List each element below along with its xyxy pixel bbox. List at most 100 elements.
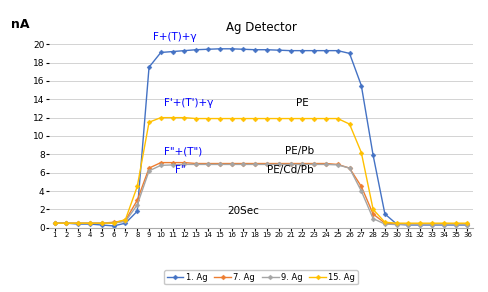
1. Ag: [394, 222, 400, 226]
1. Ag: [205, 48, 211, 51]
15. Ag: [276, 117, 282, 120]
7. Ag: [170, 161, 176, 164]
9. Ag: [205, 163, 211, 166]
Text: F"+(T"): F"+(T"): [164, 146, 203, 156]
1. Ag: [134, 209, 140, 213]
1. Ag: [99, 223, 105, 227]
Line: 9. Ag: 9. Ag: [53, 163, 469, 226]
Title: Ag Detector: Ag Detector: [225, 21, 297, 34]
9. Ag: [276, 163, 282, 166]
7. Ag: [217, 162, 223, 165]
1. Ag: [170, 50, 176, 53]
15. Ag: [158, 116, 164, 119]
7. Ag: [75, 221, 81, 225]
Text: F+(T)+γ: F+(T)+γ: [153, 32, 196, 42]
1. Ag: [300, 49, 305, 52]
15. Ag: [252, 117, 258, 120]
1. Ag: [217, 47, 223, 51]
9. Ag: [252, 163, 258, 166]
7. Ag: [453, 222, 459, 226]
9. Ag: [193, 163, 199, 166]
Text: F'+(T')+γ: F'+(T')+γ: [164, 98, 214, 108]
9. Ag: [311, 163, 317, 166]
1. Ag: [465, 223, 470, 227]
1. Ag: [287, 49, 293, 52]
7. Ag: [205, 162, 211, 165]
15. Ag: [441, 221, 447, 225]
7. Ag: [252, 162, 258, 165]
15. Ag: [382, 220, 388, 224]
9. Ag: [182, 163, 187, 166]
9. Ag: [453, 223, 459, 226]
15. Ag: [111, 221, 117, 225]
9. Ag: [300, 163, 305, 166]
7. Ag: [193, 162, 199, 165]
Text: PE/Pb: PE/Pb: [285, 146, 314, 156]
1. Ag: [370, 154, 376, 157]
9. Ag: [111, 221, 117, 225]
9. Ag: [87, 221, 93, 225]
Line: 1. Ag: 1. Ag: [53, 47, 469, 228]
9. Ag: [394, 223, 400, 226]
7. Ag: [146, 166, 152, 170]
7. Ag: [370, 212, 376, 216]
9. Ag: [382, 222, 388, 226]
1. Ag: [358, 84, 364, 87]
1. Ag: [323, 49, 329, 52]
Legend: 1. Ag, 7. Ag, 9. Ag, 15. Ag: 1. Ag, 7. Ag, 9. Ag, 15. Ag: [164, 270, 358, 284]
9. Ag: [217, 163, 223, 166]
1. Ag: [158, 51, 164, 54]
7. Ag: [52, 221, 58, 225]
9. Ag: [346, 166, 352, 170]
9. Ag: [417, 223, 423, 226]
7. Ag: [335, 163, 341, 166]
Text: PE: PE: [297, 98, 309, 108]
1. Ag: [182, 49, 187, 52]
9. Ag: [370, 217, 376, 220]
9. Ag: [75, 221, 81, 225]
7. Ag: [406, 222, 411, 226]
9. Ag: [358, 189, 364, 193]
15. Ag: [300, 117, 305, 120]
9. Ag: [465, 223, 470, 226]
9. Ag: [241, 163, 246, 166]
15. Ag: [146, 121, 152, 124]
9. Ag: [63, 221, 69, 225]
15. Ag: [394, 221, 400, 225]
15. Ag: [311, 117, 317, 120]
1. Ag: [311, 49, 317, 52]
1. Ag: [417, 223, 423, 227]
7. Ag: [394, 222, 400, 226]
1. Ag: [52, 221, 58, 225]
15. Ag: [335, 117, 341, 120]
9. Ag: [52, 221, 58, 225]
15. Ag: [417, 221, 423, 225]
7. Ag: [311, 162, 317, 165]
9. Ag: [429, 223, 435, 226]
15. Ag: [205, 117, 211, 120]
1. Ag: [252, 48, 258, 51]
Text: PE/Cd/Pb: PE/Cd/Pb: [267, 164, 314, 175]
15. Ag: [358, 151, 364, 154]
9. Ag: [323, 163, 329, 166]
7. Ag: [241, 162, 246, 165]
1. Ag: [406, 223, 411, 227]
9. Ag: [99, 221, 105, 225]
7. Ag: [111, 220, 117, 224]
15. Ag: [406, 221, 411, 225]
1. Ag: [453, 223, 459, 227]
7. Ag: [346, 166, 352, 170]
1. Ag: [241, 48, 246, 51]
1. Ag: [382, 212, 388, 216]
7. Ag: [465, 222, 470, 226]
9. Ag: [406, 223, 411, 226]
9. Ag: [122, 220, 128, 223]
7. Ag: [276, 162, 282, 165]
9. Ag: [229, 163, 235, 166]
7. Ag: [229, 162, 235, 165]
1. Ag: [111, 224, 117, 228]
9. Ag: [170, 163, 176, 167]
7. Ag: [287, 162, 293, 165]
1. Ag: [63, 221, 69, 225]
15. Ag: [346, 122, 352, 126]
